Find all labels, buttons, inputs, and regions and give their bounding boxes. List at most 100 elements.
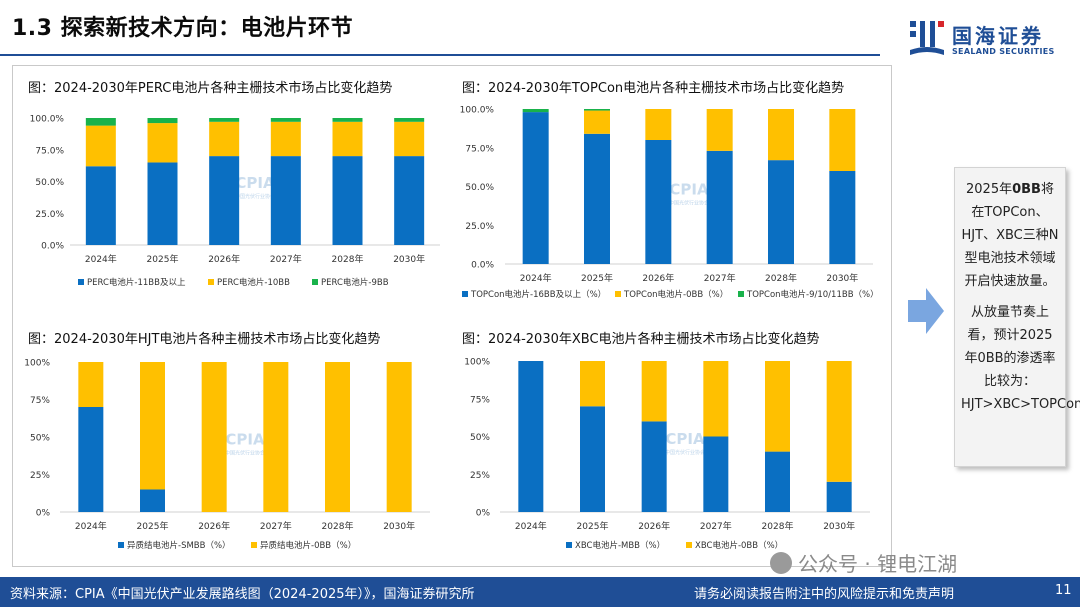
perc-bar-3 <box>332 118 363 122</box>
topcon-legend-swatch <box>615 291 621 297</box>
topcon-bar-2 <box>768 109 794 161</box>
xbc-legend-swatch <box>686 542 692 548</box>
company-logo: 国海证券 SEALAND SECURITIES <box>908 18 1068 64</box>
topcon-bar-2 <box>645 109 672 140</box>
xbc-x-tick: 2028年 <box>762 520 794 532</box>
hjt-x-tick: 2026年 <box>198 520 230 532</box>
logo-english-name: SEALAND SECURITIES <box>952 47 1055 56</box>
hjt-y-tick: 100% <box>24 359 50 369</box>
callout-paragraph-2: 从放量节奏上看，预计2025年0BB的渗透率比较为：HJT>XBC>TOPCon… <box>961 305 1080 412</box>
hjt-bar-2 <box>263 362 289 512</box>
hjt-bar-2 <box>78 362 104 407</box>
hjt-watermark-sub: 中国光伏行业协会 <box>225 450 265 457</box>
perc-legend-swatch <box>208 279 214 285</box>
perc-x-tick: 2025年 <box>147 253 179 265</box>
topcon-x-tick: 2025年 <box>581 272 613 284</box>
hjt-x-tick: 2027年 <box>260 520 292 532</box>
topcon-bar-1 <box>645 140 672 264</box>
page-number: 11 <box>1055 583 1072 598</box>
topcon-y-tick: 0.0% <box>471 261 494 271</box>
footer-bar: 资料来源：CPIA《中国光伏产业发展路线图（2024-2025年）》，国海证券研… <box>0 577 1080 607</box>
topcon-x-tick: 2028年 <box>765 272 797 284</box>
perc-chart-title: 图：2024-2030年PERC电池片各种主栅技术市场占比变化趋势 <box>28 81 393 96</box>
charts-frame <box>12 65 892 567</box>
hjt-legend-label: 异质结电池片-0BB（%） <box>260 540 356 551</box>
topcon-legend-label: TOPCon电池片-0BB（%） <box>623 289 728 300</box>
xbc-x-tick: 2030年 <box>823 520 855 532</box>
right-arrow-icon <box>908 288 944 334</box>
topcon-x-tick: 2030年 <box>826 272 858 284</box>
topcon-x-tick: 2027年 <box>704 272 736 284</box>
hjt-bar-1 <box>78 407 104 512</box>
perc-x-tick: 2026年 <box>208 253 240 265</box>
perc-x-tick: 2030年 <box>393 253 425 265</box>
hjt-bar-2 <box>386 362 412 512</box>
wechat-watermark: 公众号 · 锂电江湖 <box>770 548 957 577</box>
xbc-bar-1 <box>703 436 729 512</box>
perc-bar-2 <box>270 121 301 157</box>
topcon-legend-label: TOPCon电池片-9/10/11BB（%） <box>746 289 879 300</box>
hjt-x-tick: 2024年 <box>75 520 107 532</box>
perc-bar-3 <box>85 118 116 126</box>
perc-y-tick: 75.0% <box>35 146 64 156</box>
summary-callout: 2025年0BB将在TOPCon、HJT、XBC三种N型电池技术领域开启快速放量… <box>954 167 1080 467</box>
xbc-y-tick: 0% <box>476 509 491 519</box>
topcon-bar-3 <box>522 109 549 113</box>
xbc-bar-1 <box>826 481 852 512</box>
perc-bar-3 <box>147 118 178 124</box>
hjt-chart-title: 图：2024-2030年HJT电池片各种主栅技术市场占比变化趋势 <box>28 332 381 347</box>
topcon-chart-title: 图：2024-2030年TOPCon电池片各种主栅技术市场占比变化趋势 <box>462 81 845 96</box>
perc-legend-label: PERC电池片-10BB <box>217 277 290 288</box>
perc-y-tick: 0.0% <box>41 242 64 252</box>
hjt-bar-2 <box>325 362 350 512</box>
perc-watermark: CPIA <box>235 174 275 192</box>
callout-paragraph-1: 2025年0BB将在TOPCon、HJT、XBC三种N型电池技术领域开启快速放量… <box>961 182 1059 289</box>
topcon-bar-2 <box>706 109 733 151</box>
xbc-watermark-sub: 中国光伏行业协会 <box>665 449 705 456</box>
hjt-legend-swatch <box>251 542 257 548</box>
perc-bar-1 <box>270 156 301 245</box>
perc-legend-label: PERC电池片-11BB及以上 <box>87 277 186 288</box>
perc-bar-3 <box>394 118 425 122</box>
xbc-chart-title: 图：2024-2030年XBC电池片各种主栅技术市场占比变化趋势 <box>462 332 820 347</box>
hjt-x-tick: 2028年 <box>322 520 354 532</box>
perc-y-tick: 25.0% <box>35 210 64 220</box>
perc-bar-2 <box>394 121 425 157</box>
xbc-x-tick: 2025年 <box>577 520 609 532</box>
xbc-x-tick: 2027年 <box>700 520 732 532</box>
perc-legend-label: PERC电池片-9BB <box>321 277 389 288</box>
xbc-legend-label: XBC电池片-0BB（%） <box>695 540 783 551</box>
perc-bar-2 <box>85 125 116 167</box>
xbc-bar-1 <box>518 361 544 512</box>
xbc-bar-2 <box>826 361 852 482</box>
perc-bar-2 <box>147 123 178 163</box>
xbc-y-tick: 75% <box>470 395 490 405</box>
charts-svg: 0.0%25.0%50.0%75.0%100.0%CPIA中国光伏行业协会202… <box>24 106 879 552</box>
topcon-bar-3 <box>584 109 610 111</box>
hjt-bar-2 <box>201 362 227 512</box>
perc-x-tick: 2024年 <box>85 253 117 265</box>
xbc-bar-2 <box>580 361 605 407</box>
hjt-bar-2 <box>140 362 165 490</box>
source-note: 资料来源：CPIA《中国光伏产业发展路线图（2024-2025年）》，国海证券研… <box>10 587 475 602</box>
topcon-x-tick: 2026年 <box>642 272 674 284</box>
hjt-bar-1 <box>140 489 165 512</box>
perc-bar-1 <box>147 162 178 245</box>
page-title: 1.3 探索新技术方向：电池片环节 <box>12 16 354 41</box>
topcon-bar-1 <box>829 171 856 264</box>
perc-bar-3 <box>209 118 240 122</box>
title-divider <box>0 54 880 56</box>
hjt-legend-label: 异质结电池片-SMBB（%） <box>127 540 231 551</box>
hjt-y-tick: 50% <box>30 434 50 444</box>
topcon-legend-label: TOPCon电池片-16BB及以上（%） <box>470 289 606 300</box>
perc-bar-2 <box>209 121 240 157</box>
perc-x-tick: 2028年 <box>332 253 364 265</box>
topcon-y-tick: 100.0% <box>460 106 495 116</box>
hjt-x-tick: 2030年 <box>383 520 415 532</box>
perc-bar-1 <box>209 156 240 245</box>
perc-y-tick: 100.0% <box>30 115 65 125</box>
hjt-watermark: CPIA <box>225 431 265 449</box>
hjt-legend-swatch <box>118 542 124 548</box>
xbc-bar-2 <box>765 361 790 452</box>
topcon-watermark-sub: 中国光伏行业协会 <box>669 199 709 206</box>
